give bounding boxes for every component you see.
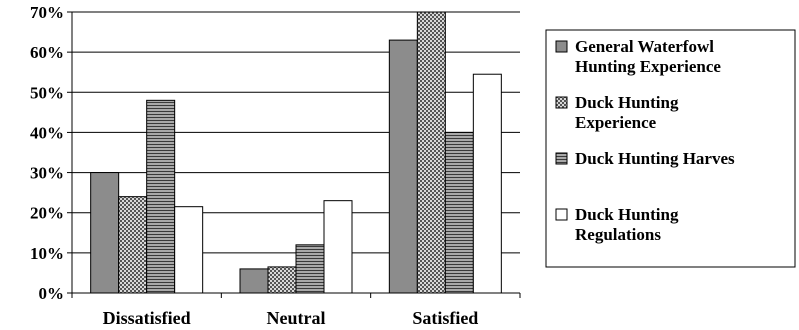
legend-label: Hunting Experience [575, 57, 721, 76]
bar-4-dissatisfied [174, 206, 204, 294]
legend-swatch [555, 96, 568, 109]
bar-3-neutral [295, 244, 325, 294]
legend-label: Duck Hunting Harves [575, 149, 735, 168]
y-tick-label: 30% [30, 164, 64, 183]
bar-2-dissatisfied [118, 196, 148, 294]
x-category-label: Dissatisfied [103, 308, 191, 328]
legend-label: Duck Hunting [575, 93, 679, 112]
legend-swatch [555, 152, 568, 165]
bar-1-dissatisfied [90, 172, 120, 294]
legend-label: General Waterfowl [575, 37, 714, 56]
bar-1-neutral [239, 268, 269, 294]
bar-3-satisfied [444, 131, 474, 294]
axis-labels: 0% 10% 20% 30% 40% 50% 60% 70% Dissatisfied Neutr… [30, 3, 478, 328]
legend-label: Duck Hunting [575, 205, 679, 224]
bars [90, 11, 502, 294]
bar-2-satisfied [416, 11, 446, 294]
bar-2-neutral [267, 266, 297, 294]
bar-1-satisfied [388, 39, 418, 294]
x-category-label: Neutral [267, 308, 326, 328]
x-category-label: Satisfied [412, 308, 478, 328]
bar-4-satisfied [472, 73, 502, 294]
y-tick-label: 0% [39, 284, 65, 303]
legend-swatch [555, 40, 568, 53]
legend-box [545, 29, 796, 268]
y-tick-label: 50% [30, 83, 64, 102]
legend-label: Regulations [575, 225, 661, 244]
y-tick-label: 10% [30, 244, 64, 263]
y-tick-label: 20% [30, 204, 64, 223]
y-tick-label: 70% [30, 3, 64, 22]
bar-3-dissatisfied [146, 99, 176, 294]
legend-label: Experience [575, 113, 657, 132]
y-tick-label: 60% [30, 43, 64, 62]
y-tick-label: 40% [30, 123, 64, 142]
bar-4-neutral [323, 200, 353, 294]
legend-swatch [555, 208, 568, 221]
